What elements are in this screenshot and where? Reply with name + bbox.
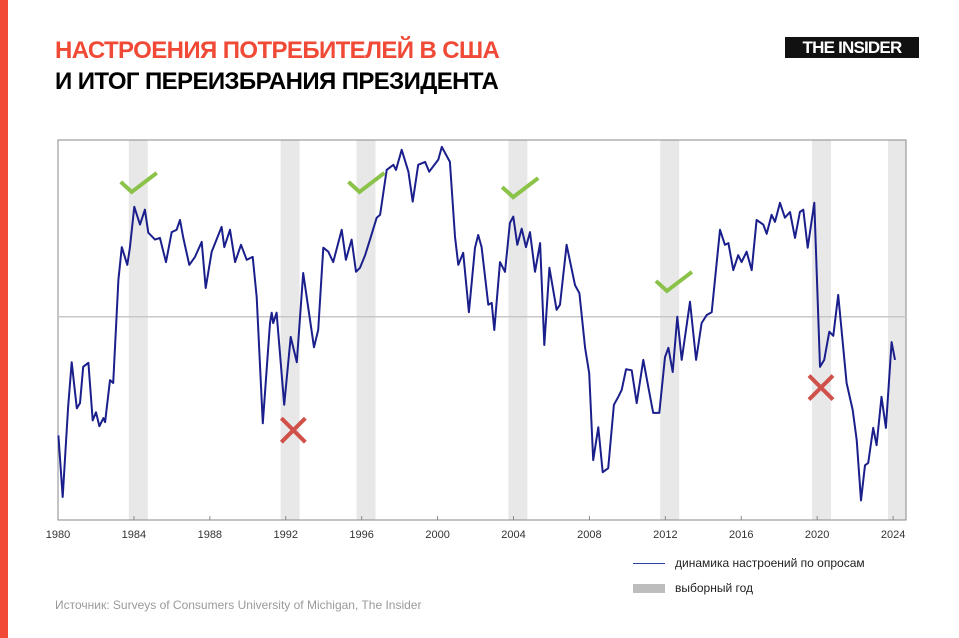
plot-frame [57, 139, 907, 521]
x-tick-label: 2012 [653, 529, 677, 541]
election-band-2012 [660, 140, 680, 520]
x-tick-label: 1980 [46, 529, 70, 541]
election-band-1984 [128, 140, 148, 520]
legend-line-swatch [633, 563, 665, 564]
chart-title-line1: НАСТРОЕНИЯ ПОТРЕБИТЕЛЕЙ В США [55, 37, 500, 64]
x-tick-label: 1988 [198, 529, 222, 541]
legend-line-label: динамика настроений по опросам [675, 556, 865, 570]
legend-band-label: выборный год [675, 581, 754, 595]
x-tick-label: 2008 [577, 529, 601, 541]
x-tick-label: 1996 [349, 529, 373, 541]
check-icon [347, 171, 386, 195]
x-tick-label: 2024 [881, 529, 905, 541]
election-band-1992 [280, 140, 300, 520]
election-band-2024 [887, 140, 906, 520]
cross-icon [807, 374, 835, 401]
election-band-1996 [356, 140, 376, 520]
the-insider-logo: THE INSIDER [785, 37, 919, 58]
election-band-2020 [812, 140, 832, 520]
source-note: Источник: Surveys of Consumers Universit… [55, 598, 422, 612]
check-icon [119, 171, 158, 195]
check-icon [500, 176, 540, 200]
check-icon [654, 270, 694, 294]
x-tick-label: 2000 [425, 529, 449, 541]
chart-title-line2: И ИТОГ ПЕРЕИЗБРАНИЯ ПРЕЗИДЕНТА [55, 68, 499, 95]
legend-band-swatch [633, 584, 665, 593]
x-tick-label: 2016 [729, 529, 753, 541]
x-tick-label: 2020 [805, 529, 829, 541]
sentiment-line [57, 145, 896, 502]
x-tick-label: 2004 [501, 529, 525, 541]
cross-icon [279, 416, 307, 444]
x-tick-label: 1984 [122, 529, 146, 541]
x-tick-label: 1992 [274, 529, 298, 541]
accent-bar [0, 0, 8, 638]
